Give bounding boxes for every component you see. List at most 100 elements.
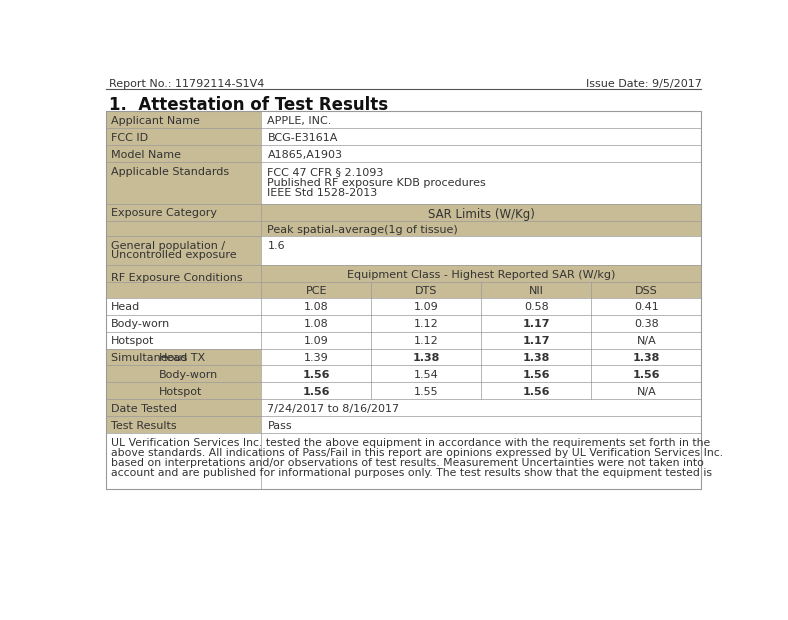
Text: 1.  Attestation of Test Results: 1. Attestation of Test Results (110, 96, 388, 114)
Text: Head: Head (111, 303, 140, 312)
Bar (481, 298, 592, 314)
Text: 0.58: 0.58 (524, 303, 548, 312)
Bar (371, 383, 481, 399)
Bar (371, 282, 481, 298)
Text: Pass: Pass (267, 421, 292, 431)
Text: UL Verification Services Inc. tested the above equipment in accordance with the : UL Verification Services Inc. tested the… (111, 438, 710, 448)
Text: 1.56: 1.56 (522, 370, 550, 380)
Text: Published RF exposure KDB procedures: Published RF exposure KDB procedures (267, 177, 486, 188)
Bar (262, 265, 701, 282)
Bar (592, 383, 701, 399)
Text: Simultaneous TX: Simultaneous TX (111, 353, 205, 363)
Bar (481, 282, 592, 298)
Bar (106, 399, 262, 416)
Bar (481, 314, 592, 332)
Bar (106, 112, 262, 128)
Bar (262, 204, 701, 221)
Text: DSS: DSS (635, 286, 658, 296)
Text: account and are published for informational purposes only. The test results show: account and are published for informatio… (111, 468, 712, 478)
Text: 1.17: 1.17 (522, 336, 550, 346)
Text: 1.38: 1.38 (522, 353, 550, 363)
Bar (106, 348, 262, 365)
Bar (106, 265, 262, 298)
Bar (592, 298, 701, 314)
Text: Model Name: Model Name (111, 150, 181, 160)
Bar (106, 332, 262, 348)
Text: 1.12: 1.12 (414, 319, 439, 329)
Bar (592, 314, 701, 332)
Bar (262, 365, 371, 383)
Bar (106, 204, 262, 236)
Bar (262, 221, 701, 236)
Bar (106, 236, 262, 265)
Text: 0.38: 0.38 (634, 319, 659, 329)
Text: N/A: N/A (637, 387, 656, 397)
Bar (106, 433, 701, 489)
Bar (371, 365, 481, 383)
Bar (106, 314, 262, 332)
Bar (106, 416, 262, 433)
Bar (262, 332, 371, 348)
Bar (262, 416, 701, 433)
Text: 1.38: 1.38 (633, 353, 660, 363)
Bar (106, 383, 262, 399)
Bar (262, 128, 701, 145)
Text: PCE: PCE (306, 286, 327, 296)
Bar (262, 383, 371, 399)
Text: APPLE, INC.: APPLE, INC. (267, 116, 332, 126)
Text: 1.38: 1.38 (413, 353, 440, 363)
Text: 1.56: 1.56 (303, 370, 330, 380)
Bar (371, 348, 481, 365)
Text: DTS: DTS (415, 286, 437, 296)
Bar (371, 314, 481, 332)
Text: Uncontrolled exposure: Uncontrolled exposure (111, 250, 236, 260)
Text: 1.39: 1.39 (304, 353, 329, 363)
Bar (592, 348, 701, 365)
Text: based on interpretations and/or observations of test results. Measurement Uncert: based on interpretations and/or observat… (111, 458, 704, 468)
Text: Hotspot: Hotspot (159, 387, 203, 397)
Text: FCC ID: FCC ID (111, 133, 148, 143)
Bar (262, 236, 701, 265)
Text: 1.09: 1.09 (414, 303, 439, 312)
Bar (262, 162, 701, 204)
Text: 1.6: 1.6 (267, 241, 285, 250)
Bar (481, 383, 592, 399)
Bar (481, 365, 592, 383)
Bar (262, 298, 371, 314)
Text: above standards. All indications of Pass/Fail in this report are opinions expres: above standards. All indications of Pass… (111, 448, 723, 458)
Bar (262, 348, 371, 365)
Bar (106, 128, 262, 145)
Bar (371, 298, 481, 314)
Text: FCC 47 CFR § 2.1093: FCC 47 CFR § 2.1093 (267, 167, 384, 177)
Text: BCG-E3161A: BCG-E3161A (267, 133, 338, 143)
Text: Applicable Standards: Applicable Standards (111, 167, 229, 177)
Bar (106, 162, 262, 204)
Text: 1.55: 1.55 (414, 387, 439, 397)
Text: 1.17: 1.17 (522, 319, 550, 329)
Bar (106, 112, 701, 489)
Bar (592, 365, 701, 383)
Text: Test Results: Test Results (111, 421, 177, 431)
Text: Issue Date: 9/5/2017: Issue Date: 9/5/2017 (585, 79, 701, 89)
Text: Peak spatial-average(1g of tissue): Peak spatial-average(1g of tissue) (267, 224, 458, 234)
Text: Equipment Class - Highest Reported SAR (W/kg): Equipment Class - Highest Reported SAR (… (348, 270, 615, 280)
Bar (262, 314, 371, 332)
Text: Applicant Name: Applicant Name (111, 116, 200, 126)
Text: 1.56: 1.56 (522, 387, 550, 397)
Bar (481, 332, 592, 348)
Bar (106, 298, 262, 314)
Bar (106, 365, 262, 383)
Text: 1.54: 1.54 (414, 370, 439, 380)
Text: Head: Head (159, 353, 188, 363)
Text: NII: NII (529, 286, 544, 296)
Bar (481, 348, 592, 365)
Bar (106, 145, 262, 162)
Text: 1.56: 1.56 (633, 370, 660, 380)
Text: N/A: N/A (637, 336, 656, 346)
Bar (262, 145, 701, 162)
Bar (262, 399, 701, 416)
Text: A1865,A1903: A1865,A1903 (267, 150, 343, 160)
Text: Body-worn: Body-worn (159, 370, 218, 380)
Text: 1.56: 1.56 (303, 387, 330, 397)
Text: SAR Limits (W/Kg): SAR Limits (W/Kg) (428, 208, 535, 221)
